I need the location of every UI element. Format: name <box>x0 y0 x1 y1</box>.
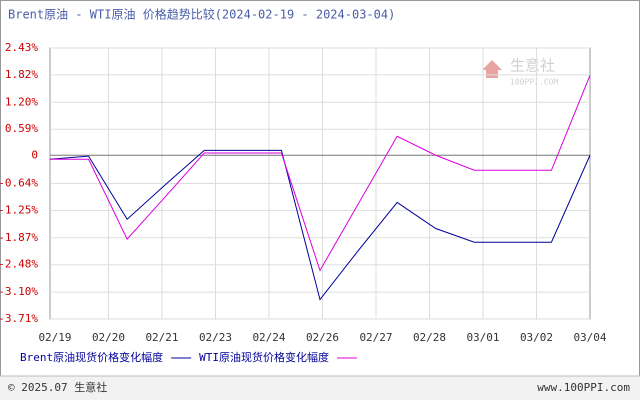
x-tick-label: 02/20 <box>92 331 125 344</box>
watermark: 生意社 100PPI.COM <box>482 57 558 87</box>
x-tick-label: 03/02 <box>520 331 553 344</box>
x-tick-label: 02/23 <box>199 331 232 344</box>
y-tick-label: 0.59% <box>5 122 38 135</box>
y-tick-label: -1.25% <box>0 203 38 216</box>
watermark-name: 生意社 <box>510 57 555 75</box>
footer-bar <box>0 376 640 400</box>
series-line <box>49 149 591 301</box>
x-tick-label: 03/01 <box>466 331 499 344</box>
x-tick-label: 02/24 <box>252 331 285 344</box>
y-tick-label: -3.10% <box>0 285 38 298</box>
y-tick-label: -2.48% <box>0 258 38 271</box>
legend-label: Brent原油现货价格变化幅度 <box>20 350 163 364</box>
chart-title: Brent原油 - WTI原油 价格趋势比较(2024-02-19 - 2024… <box>8 7 395 22</box>
x-tick-label: 02/26 <box>306 331 339 344</box>
x-tick-label: 02/28 <box>413 331 446 344</box>
footer-left: © 2025.07 生意社 <box>8 380 107 394</box>
x-tick-label: 02/21 <box>145 331 178 344</box>
watermark-site: 100PPI.COM <box>510 78 558 87</box>
y-tick-label: 0 <box>31 148 38 161</box>
y-tick-label: 1.82% <box>5 68 38 81</box>
legend-label: WTI原油现货价格变化幅度 <box>199 350 329 364</box>
footer-right: www.100PPI.com <box>537 381 630 394</box>
y-tick-label: 2.43% <box>5 41 38 54</box>
x-tick-label: 02/27 <box>359 331 392 344</box>
x-tick-label: 03/04 <box>573 331 606 344</box>
y-tick-label: -1.87% <box>0 231 38 244</box>
x-tick-label: 02/19 <box>38 331 71 344</box>
y-tick-label: -0.64% <box>0 177 38 190</box>
series-line <box>50 75 591 272</box>
watermark-icon <box>482 60 502 78</box>
y-tick-label: 1.20% <box>5 95 38 108</box>
y-tick-label: -3.71% <box>0 312 38 325</box>
